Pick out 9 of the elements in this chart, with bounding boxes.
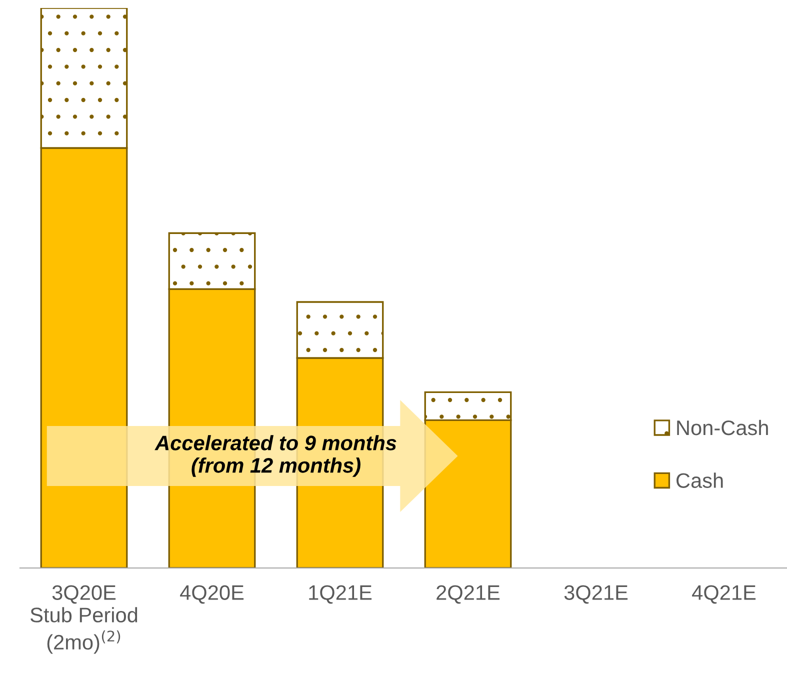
x-tick-label: 3Q20E Stub Period (2mo)$^{(2)}$ bbox=[30, 585, 138, 654]
x-tick-label: 2Q21E bbox=[436, 585, 500, 604]
legend-label: Cash bbox=[676, 472, 723, 488]
x-tick-label: 4Q20E bbox=[180, 585, 244, 604]
legend-label: Non-Cash bbox=[677, 420, 768, 436]
annotation: Accelerated to 9 months (from 12 months) bbox=[154, 435, 396, 477]
x-tick-label: 4Q21E bbox=[692, 585, 756, 604]
x-tick-label: 1Q21E bbox=[309, 585, 372, 604]
x-tick-label: 3Q21E bbox=[564, 585, 628, 604]
